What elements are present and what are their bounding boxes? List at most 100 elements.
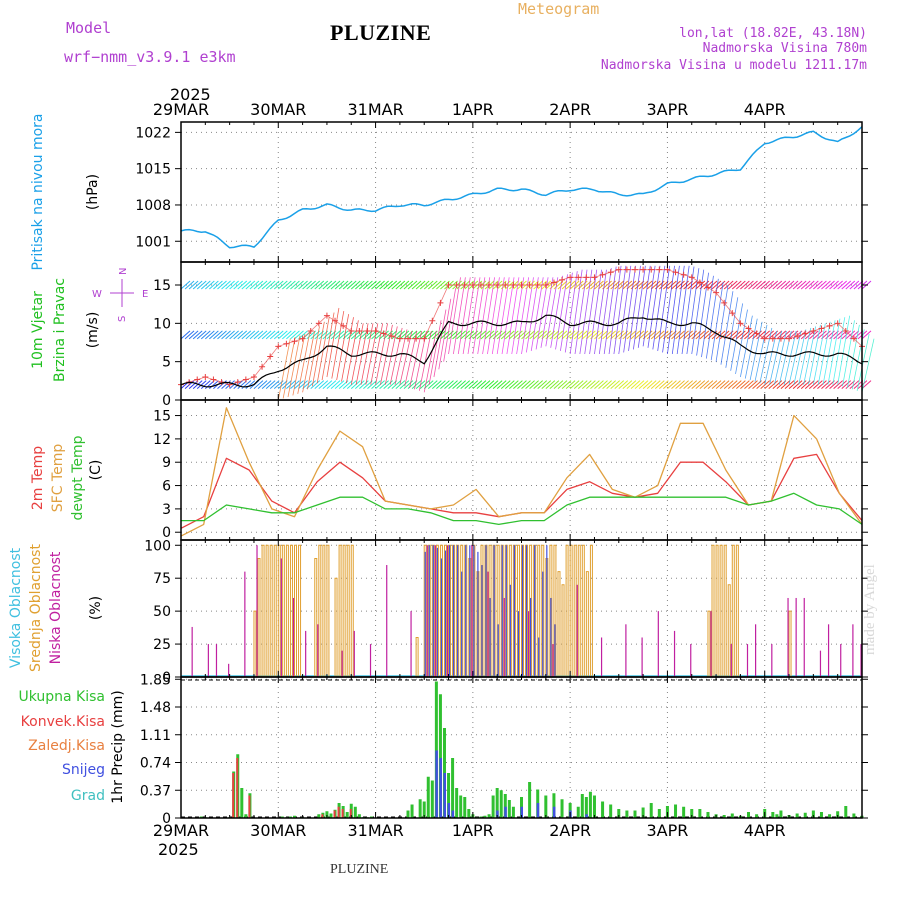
wind-barb [346,380,357,390]
precip-total-bar [434,681,438,818]
precip-total-bar [491,795,495,818]
wind-barb [744,380,754,390]
wind-speed-line [180,314,863,388]
cloud-mid-bar [492,544,496,677]
wind-hatch [671,265,685,355]
precip-total-bar [317,814,321,818]
wind-hatch [764,330,778,385]
wind-barb [277,330,288,340]
wind-barb [399,280,410,290]
cloud-mid-bar [423,544,427,677]
wind-barb [403,380,414,390]
wind-barb [448,330,458,340]
wind-barb [594,380,604,390]
wind-barb [654,380,665,390]
y-tick-label: 50 [153,604,171,620]
wind-hatch [453,277,466,355]
wind-barb [379,280,389,290]
wind-hatch [608,265,622,355]
wind-barb [213,280,223,290]
cloud-mid-bar [537,544,541,677]
cloud-unit-label: (%) [88,596,104,620]
precip-total-bar [580,794,584,818]
wind-barb [776,280,787,290]
wind-barb [213,330,223,340]
wind-hatch [550,275,564,348]
wind-hatch [297,332,311,394]
wind-barb [204,280,215,290]
precip-total-bar [609,804,613,818]
wind-barb [545,380,556,390]
wind-hatch [594,269,607,355]
cloud-mid-bar [350,544,354,677]
wind-barb [338,330,349,340]
grid-layer [181,122,862,819]
cloud-mid-bar [334,577,338,677]
wind-barb [209,380,219,390]
precip-total-bar [422,801,426,818]
wind-barb [521,380,531,390]
wind-barb [658,280,669,290]
precip-total-bar [601,801,605,818]
wind-barb [391,380,402,390]
wind-hatch [715,284,729,362]
wind-barb [821,380,831,390]
wind-barb [667,380,677,390]
wind-barb [606,380,616,390]
wind-hatch [302,330,315,393]
wind-barb [423,380,434,390]
wind-barb [634,280,645,290]
wind-barb [241,280,252,290]
precip-total-bar [674,804,678,818]
wind-hatch [623,265,637,353]
wind-hatch [749,321,763,381]
cloud-mid-bar [581,544,585,677]
wind-hatch [783,330,797,385]
wind-barb [180,280,191,290]
wind-barb [813,330,823,340]
y-tick-label: 10 [153,316,171,332]
wind-barb [354,280,365,290]
wind-barb [634,330,645,340]
x-day-label-bottom: 4APR [744,821,786,840]
wind-barb [517,380,527,390]
wind-barb [675,280,685,290]
x-day-label-top: 1APR [452,100,494,119]
wind-barb [456,380,466,390]
cloud-axis-title-high: Visoka Oblacnost [8,547,24,668]
wind-barb [577,380,588,390]
wind-barb [310,280,321,290]
cloud-mid-bar [257,557,261,677]
wind-barb [282,330,292,340]
precip-axis-title: 1hr Precip (mm) [110,690,126,803]
wind-barb [727,280,738,290]
wind-barb [731,380,742,390]
wind-barb [663,280,673,290]
wind-barb [817,330,827,340]
wind-hatch [808,324,821,385]
precip-total-bar [511,806,515,818]
wind-hatch [788,330,802,385]
wind-hatch [569,269,583,355]
wind-barb [598,330,608,340]
wind-barb [630,380,641,390]
wind-barb [715,380,726,390]
wind-barb [513,330,523,340]
wind-hatch [418,330,432,391]
wind-barb [472,380,483,390]
x-day-label-top: 2APR [549,100,591,119]
wind-hatch [540,277,554,348]
precip-snow-bar [504,806,507,818]
wind-barb [784,330,795,340]
wind-barb [537,330,548,340]
wind-barb [772,330,783,340]
y-tick-label: 15 [153,409,171,425]
wind-barb [691,380,702,390]
wind-barb [671,280,681,290]
wind-barb [225,280,235,290]
wind-barb [229,280,239,290]
wind-barb [610,280,621,290]
wind-barb [825,280,835,290]
cloud-mid-bar [565,544,569,677]
